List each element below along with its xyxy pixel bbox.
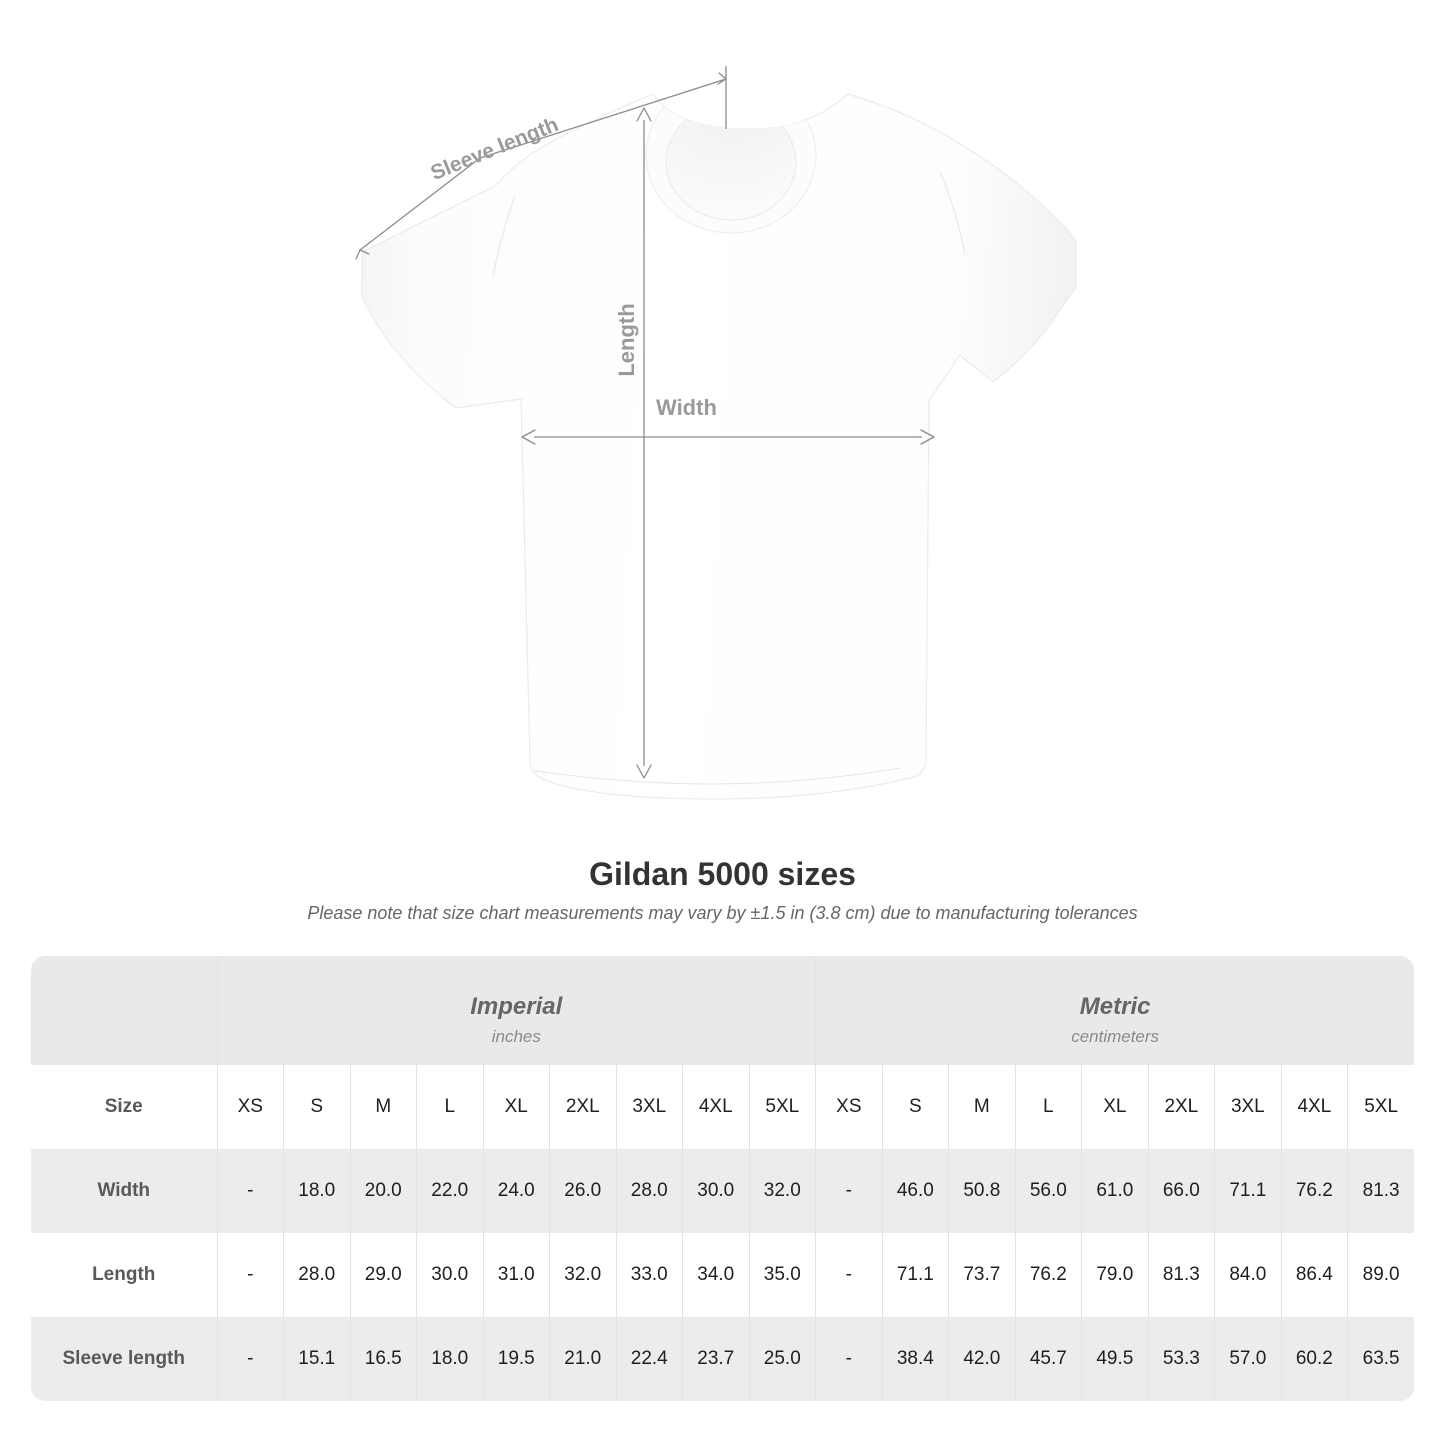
svg-text:Length: Length — [614, 303, 639, 376]
svg-text:Width: Width — [656, 395, 717, 420]
svg-text:Sleeve length: Sleeve length — [427, 113, 561, 185]
